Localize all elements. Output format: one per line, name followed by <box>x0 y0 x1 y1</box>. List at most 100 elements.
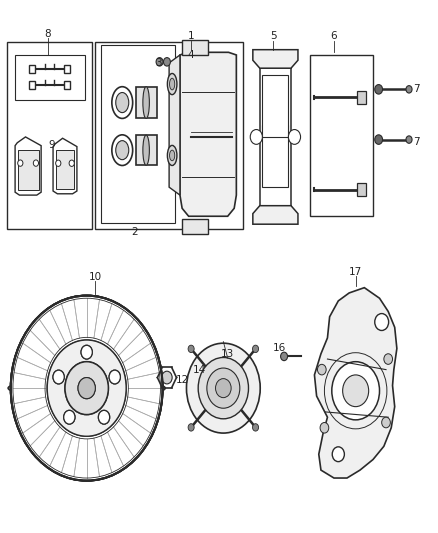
Text: 3: 3 <box>155 58 162 68</box>
Bar <box>64 65 70 74</box>
Circle shape <box>47 340 126 436</box>
Circle shape <box>64 410 75 424</box>
Circle shape <box>81 345 92 359</box>
Ellipse shape <box>167 146 177 165</box>
Ellipse shape <box>11 381 162 395</box>
Text: 13: 13 <box>221 349 234 359</box>
Circle shape <box>33 160 39 166</box>
Text: 17: 17 <box>349 267 362 277</box>
Circle shape <box>156 58 163 66</box>
Circle shape <box>332 362 379 420</box>
Circle shape <box>78 377 95 399</box>
Ellipse shape <box>116 93 129 112</box>
Circle shape <box>375 85 382 94</box>
Circle shape <box>281 352 287 361</box>
Circle shape <box>381 417 390 428</box>
Circle shape <box>109 370 120 384</box>
Bar <box>29 65 35 74</box>
Circle shape <box>375 313 389 330</box>
Bar <box>357 183 366 196</box>
Text: 6: 6 <box>331 31 337 42</box>
Circle shape <box>99 410 110 424</box>
Text: 9: 9 <box>49 140 55 150</box>
Polygon shape <box>253 206 298 224</box>
Bar <box>15 55 85 100</box>
Circle shape <box>188 424 194 431</box>
Circle shape <box>56 160 61 166</box>
Circle shape <box>11 296 162 481</box>
Circle shape <box>81 345 92 359</box>
Ellipse shape <box>116 141 129 160</box>
Polygon shape <box>169 55 180 195</box>
Text: 7: 7 <box>413 84 420 94</box>
Ellipse shape <box>167 74 177 95</box>
Bar <box>310 55 373 216</box>
Text: 16: 16 <box>273 343 286 353</box>
Ellipse shape <box>170 78 175 90</box>
Circle shape <box>318 365 326 375</box>
Circle shape <box>65 362 108 415</box>
Circle shape <box>65 362 108 415</box>
Circle shape <box>406 136 412 143</box>
Text: 8: 8 <box>44 29 51 39</box>
Text: 14: 14 <box>193 365 206 375</box>
Bar <box>136 87 156 118</box>
Circle shape <box>99 410 110 424</box>
Circle shape <box>78 377 95 399</box>
Ellipse shape <box>143 135 149 165</box>
Ellipse shape <box>8 379 165 398</box>
Circle shape <box>47 340 126 436</box>
Text: 4: 4 <box>187 50 194 60</box>
Bar <box>64 81 70 90</box>
Circle shape <box>320 423 329 433</box>
Text: 12: 12 <box>176 375 189 385</box>
Bar <box>136 135 156 165</box>
Circle shape <box>11 296 162 481</box>
Ellipse shape <box>170 150 175 161</box>
Circle shape <box>109 370 120 384</box>
Bar <box>262 125 288 187</box>
Circle shape <box>163 58 170 66</box>
Circle shape <box>253 345 258 352</box>
Polygon shape <box>253 50 298 68</box>
Ellipse shape <box>112 135 133 165</box>
Circle shape <box>375 135 382 144</box>
Circle shape <box>253 424 258 431</box>
Circle shape <box>332 447 344 462</box>
Polygon shape <box>314 288 397 478</box>
Text: 7: 7 <box>413 137 420 147</box>
Ellipse shape <box>143 87 149 118</box>
Circle shape <box>64 410 75 424</box>
Text: 10: 10 <box>89 272 102 282</box>
Circle shape <box>215 378 231 398</box>
Circle shape <box>406 86 412 93</box>
Circle shape <box>207 368 240 408</box>
Ellipse shape <box>112 87 133 118</box>
Bar <box>7 42 92 230</box>
Bar <box>182 40 208 55</box>
Circle shape <box>53 370 64 384</box>
Bar <box>357 91 366 103</box>
Bar <box>56 150 74 189</box>
Circle shape <box>384 354 392 365</box>
Bar <box>18 150 39 190</box>
Bar <box>29 81 35 90</box>
Bar <box>95 42 243 230</box>
Text: 1: 1 <box>187 31 194 42</box>
Circle shape <box>53 370 64 384</box>
Polygon shape <box>180 52 237 216</box>
Circle shape <box>198 358 248 419</box>
Circle shape <box>188 345 194 352</box>
Circle shape <box>250 130 262 144</box>
Circle shape <box>69 160 74 166</box>
Circle shape <box>343 375 369 407</box>
Text: 5: 5 <box>270 31 276 42</box>
Polygon shape <box>15 137 41 195</box>
Bar <box>101 45 175 223</box>
Circle shape <box>162 371 172 384</box>
Bar <box>262 75 288 137</box>
Circle shape <box>288 130 300 144</box>
Text: 2: 2 <box>131 227 138 237</box>
Polygon shape <box>53 138 77 194</box>
Circle shape <box>18 160 23 166</box>
